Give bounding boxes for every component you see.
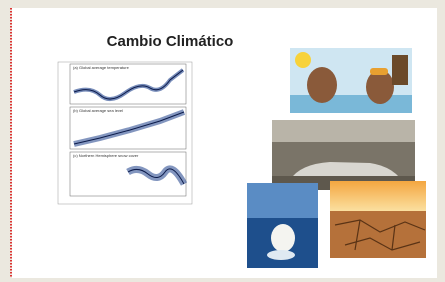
slide-view: Cambio Climático (a) Global average temp… (0, 0, 445, 282)
panel-label: (a) Global average temperature (73, 65, 130, 70)
cartoon-image (290, 48, 412, 113)
flood-image (272, 120, 415, 190)
drought-image (330, 181, 426, 258)
panel-label: (b) Global average sea level (73, 108, 123, 113)
panel-label: (c) Northern Hemisphere snow cover (73, 153, 139, 158)
climate-figure: (a) Global average temperature (b) Globa… (58, 62, 192, 204)
slide-title: Cambio Climático (107, 33, 234, 50)
page: Cambio Climático (a) Global average temp… (0, 0, 445, 282)
polar-bear-image (247, 183, 318, 268)
